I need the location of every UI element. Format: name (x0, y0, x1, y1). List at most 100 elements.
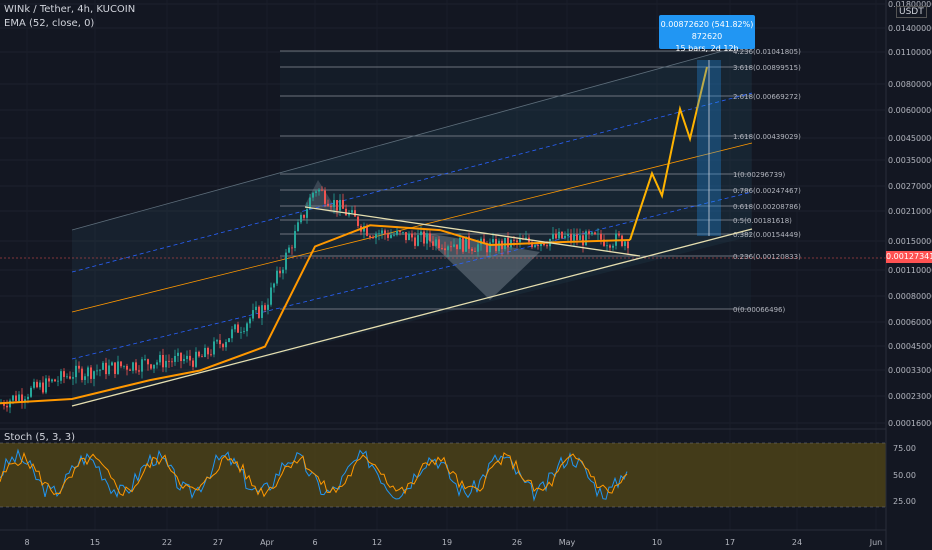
fib-label: 4.236(0.01041805) (733, 48, 801, 56)
candle-body (531, 242, 533, 248)
candle-body (24, 399, 26, 402)
price-tick-label: 0.00270000 (888, 182, 932, 191)
price-tick-label: 0.01800000 (888, 0, 932, 9)
candle-body (213, 341, 215, 355)
candle-body (189, 355, 191, 361)
currency-badge[interactable]: USDT (896, 6, 927, 18)
candle-body (378, 233, 380, 235)
descending-resistance (304, 206, 641, 257)
candle-body (243, 331, 245, 332)
candle-body (534, 245, 536, 248)
candle-body (9, 400, 11, 408)
candle-body (318, 189, 320, 192)
candle-body (81, 368, 83, 380)
candle-body (375, 233, 377, 239)
candle-body (144, 359, 146, 360)
candle-body (165, 360, 167, 368)
candle-body (561, 231, 563, 239)
channel-upper (71, 42, 753, 231)
candle-body (456, 244, 458, 250)
candle-body (402, 232, 404, 233)
candle-body (66, 376, 68, 378)
candle-body (102, 362, 104, 370)
candle-body (93, 371, 95, 379)
candle-body (354, 210, 356, 217)
time-tick-label: 26 (512, 538, 522, 547)
candle-body (519, 238, 521, 243)
candle-body (474, 250, 476, 252)
candle-body (333, 200, 335, 208)
candle-body (54, 379, 56, 382)
candle-body (330, 206, 332, 208)
ascending-support (71, 228, 753, 407)
candle-body (600, 233, 602, 240)
fib-label: 0.236(0.00120833) (733, 253, 801, 261)
candle-body (252, 310, 254, 319)
price-tick-label: 0.00016000 (888, 419, 932, 428)
time-tick-label: 19 (442, 538, 452, 547)
price-tick-label: 0.00045000 (888, 342, 932, 351)
candle-body (489, 242, 491, 253)
candle-body (612, 245, 614, 248)
candle-body (591, 232, 593, 235)
candle-body (135, 362, 137, 371)
candle-body (210, 354, 212, 356)
channel-dashed-lower (71, 191, 753, 360)
candle-body (384, 230, 386, 235)
candle-body (3, 403, 5, 406)
candle-body (369, 235, 371, 238)
candle-body (207, 347, 209, 355)
ema-path (0, 224, 631, 405)
candle-body (483, 238, 485, 244)
price-tick-label: 0.00350000 (888, 156, 932, 165)
candle-body (543, 242, 545, 246)
candle-body (444, 248, 446, 251)
candle-body (435, 239, 437, 246)
candle-body (363, 226, 365, 232)
candle-body (429, 233, 431, 242)
candle-body (573, 234, 575, 241)
candle-body (42, 382, 44, 393)
candle-body (300, 214, 302, 223)
candle-body (225, 341, 227, 348)
candle-body (111, 362, 113, 366)
channel-dashed-upper (71, 92, 753, 273)
fib-label: 0.786(0.00247467) (733, 187, 801, 195)
candle-body (516, 240, 518, 243)
candle-body (63, 371, 65, 377)
candle-body (198, 351, 200, 357)
fib-zone (280, 51, 751, 309)
candle-body (411, 233, 413, 238)
candle-body (372, 237, 374, 239)
candle-body (303, 214, 305, 218)
candle-body (87, 367, 89, 377)
candle-body (390, 235, 392, 238)
time-tick-label: Jun (869, 538, 883, 547)
candle-body (246, 323, 248, 332)
candle-body (255, 306, 257, 311)
price-tick-label: 0.00450000 (888, 134, 932, 143)
candle-body (78, 365, 80, 369)
time-tick-label: May (559, 538, 576, 547)
candle-body (231, 329, 233, 339)
price-tick-label: 0.00033000 (888, 366, 932, 375)
candle-body (453, 244, 455, 247)
time-tick-label: 17 (725, 538, 735, 547)
candle-body (132, 362, 134, 371)
stochastic-panel (0, 442, 886, 508)
time-tick-label: 6 (312, 538, 317, 547)
candle-body (546, 245, 548, 247)
candle-body (159, 354, 161, 363)
candle-body (15, 395, 17, 401)
time-tick-label: 10 (652, 538, 662, 547)
candle-body (279, 270, 281, 274)
candle-body (168, 360, 170, 362)
candle-body (222, 344, 224, 348)
candle-body (219, 340, 221, 345)
candle-body (486, 243, 488, 253)
candle-body (120, 361, 122, 367)
candle-body (477, 244, 479, 252)
candle-body (471, 248, 473, 251)
